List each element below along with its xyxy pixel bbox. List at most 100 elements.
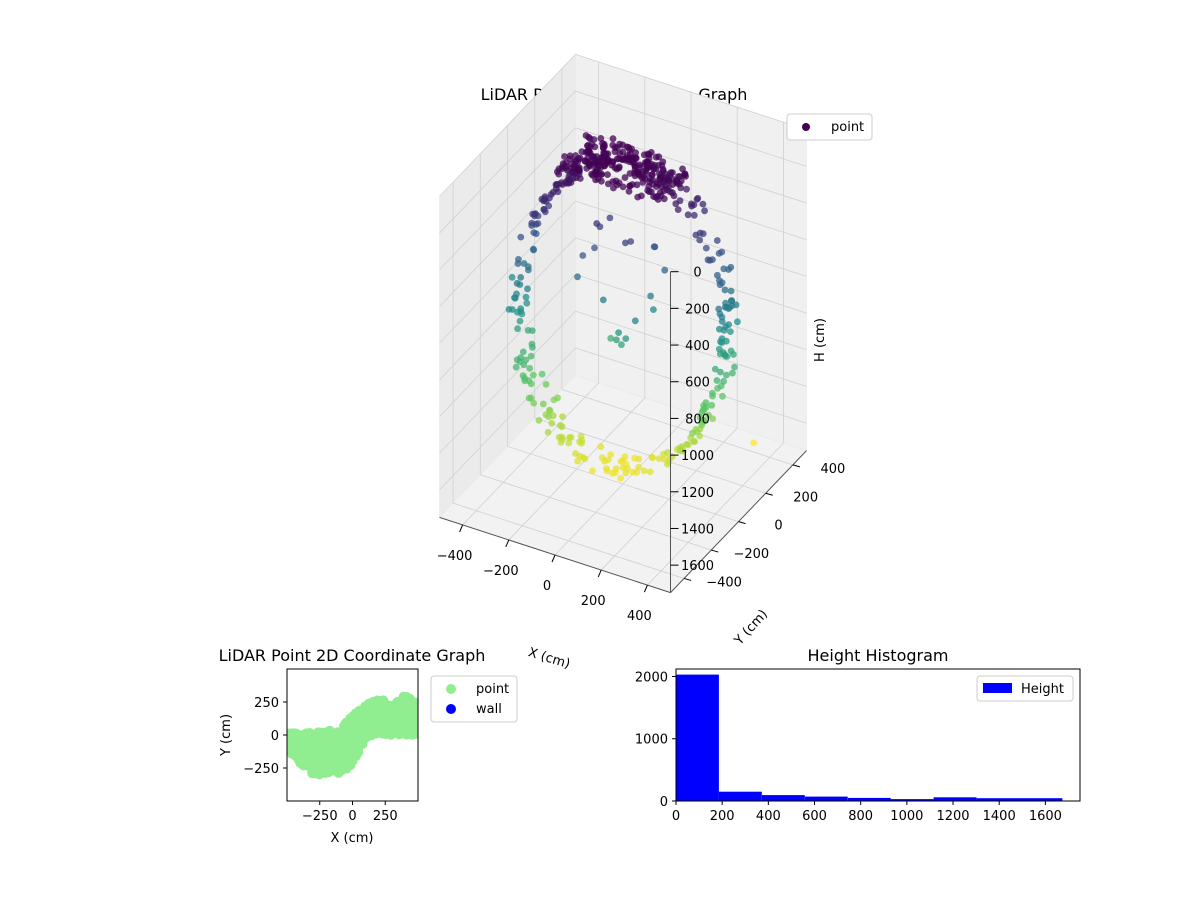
point-2d bbox=[307, 764, 318, 775]
point-3d bbox=[709, 392, 716, 400]
point-3d bbox=[525, 394, 533, 402]
point-3d bbox=[613, 336, 620, 344]
point-3d bbox=[538, 370, 546, 378]
point-3d bbox=[566, 434, 573, 442]
point-3d bbox=[525, 266, 532, 274]
point-3d bbox=[576, 452, 584, 460]
point-3d bbox=[714, 271, 721, 279]
point-3d bbox=[556, 422, 564, 429]
point-2d bbox=[341, 717, 352, 728]
point-3d bbox=[606, 214, 614, 222]
point-2d bbox=[326, 744, 337, 755]
z-tick-label-3d: 200 bbox=[685, 302, 710, 317]
point-3d bbox=[621, 174, 629, 181]
x-tick-3d bbox=[597, 569, 602, 578]
point-3d bbox=[574, 457, 581, 465]
point-3d bbox=[616, 150, 624, 157]
point-3d bbox=[690, 211, 698, 219]
point-3d bbox=[531, 210, 539, 218]
grid-z-left bbox=[439, 274, 576, 417]
legend-histogram-swatch bbox=[983, 683, 1012, 693]
point-3d bbox=[622, 239, 629, 247]
point-3d bbox=[668, 453, 676, 460]
point-3d bbox=[523, 299, 531, 307]
point-3d bbox=[725, 321, 732, 329]
point-3d bbox=[692, 231, 700, 239]
point-2d bbox=[330, 760, 341, 770]
point-3d bbox=[658, 183, 666, 191]
histogram-bar bbox=[933, 797, 977, 801]
point-3d bbox=[653, 179, 661, 187]
histogram-bar bbox=[718, 791, 762, 801]
point-3d bbox=[646, 178, 653, 186]
y-tick-label-hist: 1000 bbox=[635, 733, 668, 748]
point-3d bbox=[622, 469, 630, 477]
point-3d bbox=[609, 135, 617, 143]
point-3d bbox=[545, 413, 553, 421]
point-3d bbox=[619, 183, 627, 191]
grid-z-left bbox=[439, 54, 576, 197]
y-tick-label-2d: 0 bbox=[271, 729, 279, 744]
x-tick-label-hist: 800 bbox=[848, 809, 873, 824]
x-tick-label-2d: 0 bbox=[348, 809, 356, 824]
point-3d bbox=[647, 292, 654, 300]
point-3d bbox=[652, 153, 660, 161]
point-3d bbox=[530, 399, 538, 407]
point-3d bbox=[638, 192, 645, 200]
point-2d bbox=[320, 730, 331, 741]
point-2d bbox=[290, 750, 301, 761]
point-3d bbox=[520, 260, 528, 267]
point-3d bbox=[711, 365, 719, 373]
y-tick-3d bbox=[738, 521, 746, 525]
point-3d bbox=[554, 168, 561, 176]
point-3d bbox=[559, 413, 566, 420]
y-tick-label-2d: 250 bbox=[254, 696, 279, 711]
point-2d bbox=[356, 710, 367, 721]
point-2d bbox=[287, 742, 293, 753]
point-3d bbox=[725, 266, 732, 273]
point-3d bbox=[627, 238, 635, 245]
x-tick-label-3d: −400 bbox=[437, 549, 473, 564]
point-3d bbox=[632, 149, 639, 157]
x-tick-3d bbox=[551, 554, 556, 563]
point-3d bbox=[615, 329, 622, 336]
point-3d bbox=[669, 181, 676, 189]
point-3d bbox=[579, 252, 587, 259]
point-2d bbox=[370, 727, 381, 738]
point-3d bbox=[585, 133, 593, 141]
grid-y-floor bbox=[452, 502, 685, 579]
point-3d bbox=[592, 176, 599, 184]
point-2d bbox=[331, 734, 342, 745]
legend-3d-label-point: point bbox=[831, 120, 864, 135]
point-3d bbox=[713, 377, 721, 384]
point-3d bbox=[607, 451, 615, 458]
height-histogram-chart: Height Histogram 0 200 400 600 800 1000 1200 14… bbox=[635, 646, 1081, 824]
x-axis-2d-label: X (cm) bbox=[331, 831, 374, 846]
point-3d bbox=[574, 273, 581, 281]
legend-2d-label-wall: wall bbox=[476, 702, 502, 717]
x-tick-label-hist: 600 bbox=[802, 809, 827, 824]
point-3d bbox=[563, 179, 570, 187]
x-tick-3d bbox=[505, 539, 510, 548]
point-3d bbox=[585, 158, 593, 166]
point-3d bbox=[715, 250, 723, 257]
point-2d bbox=[403, 712, 414, 723]
point-3d bbox=[601, 457, 608, 465]
point-3d bbox=[600, 162, 608, 170]
x-tick-label-hist: 1000 bbox=[890, 809, 923, 824]
point-3d bbox=[565, 439, 573, 447]
y-tick-label-3d: 200 bbox=[793, 490, 818, 505]
point-3d bbox=[683, 441, 691, 448]
z-tick-label-3d: 800 bbox=[685, 412, 710, 427]
point-2d bbox=[399, 696, 409, 707]
point-3d bbox=[676, 447, 684, 455]
point-3d bbox=[674, 206, 682, 214]
point-3d bbox=[512, 363, 520, 371]
point-3d bbox=[552, 185, 560, 193]
3d-points bbox=[505, 132, 757, 482]
point-3d bbox=[696, 236, 704, 244]
y-axis-2d-label: Y (cm) bbox=[219, 714, 234, 757]
point-3d bbox=[554, 394, 561, 402]
point-3d bbox=[589, 467, 596, 475]
2d-ticks: −250 0 250 −250 0 250 bbox=[243, 696, 397, 824]
